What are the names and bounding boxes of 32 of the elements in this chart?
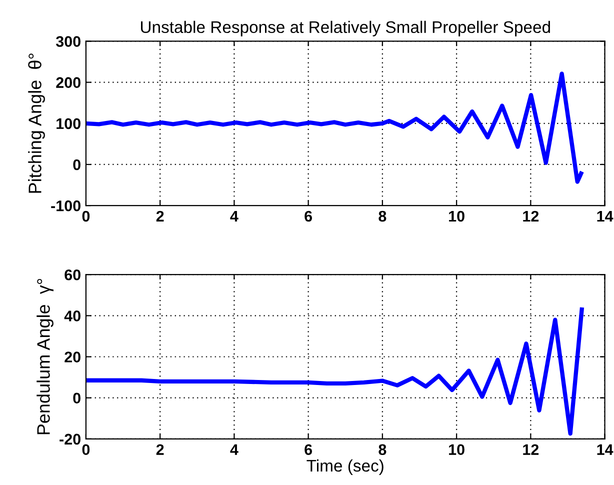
x-tick-label: 10 [449, 444, 464, 456]
x-tick-label: 8 [378, 444, 386, 456]
line-series [86, 307, 584, 436]
y-tick-label: -20 [60, 434, 80, 445]
y-tick-label: 300 [56, 36, 80, 47]
y-axis-title: Pendulum Angle γ° [36, 278, 54, 434]
x-tick-label: 10 [449, 210, 464, 222]
y-tick-label: 20 [64, 352, 80, 362]
y-tick-label: 0 [73, 392, 80, 404]
x-tick-label: 0 [82, 444, 90, 456]
x-tick-label: 2 [156, 210, 164, 222]
chart-title: Unstable Response at Relatively Small Propeller Speed [141, 20, 550, 36]
x-tick-label: 14 [597, 210, 614, 222]
y-tick-label: 200 [56, 77, 80, 88]
x-tick-label: 12 [523, 444, 539, 455]
x-tick-label: 14 [597, 444, 614, 455]
x-tick-label: 4 [230, 210, 238, 222]
y-tick-label: 60 [64, 269, 80, 280]
x-tick-label: 0 [82, 210, 90, 222]
x-axis-title: Time (sec) [306, 459, 384, 475]
x-tick-label: 6 [304, 210, 312, 222]
line-series [86, 72, 584, 184]
x-tick-label: 2 [156, 444, 164, 455]
y-tick-label: -100 [51, 200, 80, 212]
y-axis-title: Pitching Angle θ° [28, 54, 45, 193]
x-tick-label: 8 [378, 210, 386, 222]
y-tick-label: 100 [56, 118, 80, 130]
y-tick-label: 40 [64, 310, 80, 322]
x-tick-label: 4 [230, 444, 238, 455]
y-tick-label: 0 [73, 159, 80, 170]
x-tick-label: 6 [304, 444, 312, 456]
x-tick-label: 12 [523, 210, 539, 222]
